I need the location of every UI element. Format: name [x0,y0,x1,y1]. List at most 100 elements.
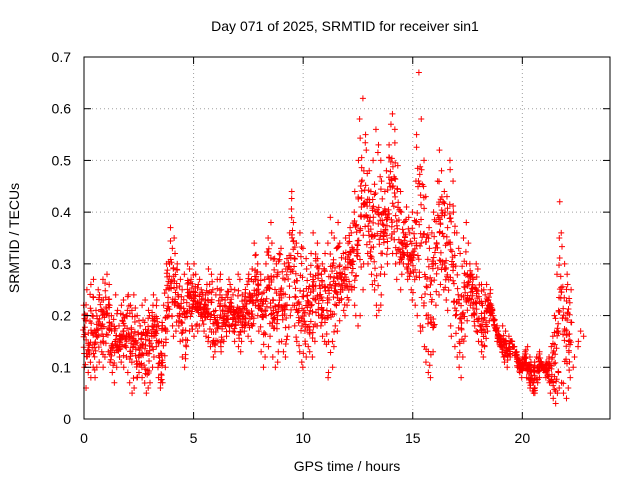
data-point [351,277,358,284]
data-point [391,175,398,182]
data-point [329,364,336,371]
data-point [335,219,342,226]
data-point [479,302,486,309]
data-point [164,328,171,335]
data-point [312,296,319,303]
data-point [349,258,356,265]
data-point [267,300,274,307]
data-point [464,307,471,314]
data-point [315,270,322,277]
data-point [206,325,213,332]
data-point [555,320,562,327]
data-point [549,354,556,361]
data-point [317,322,324,329]
data-point [381,271,388,278]
data-point [174,260,181,267]
data-point [443,240,450,247]
data-point [128,359,135,366]
data-point [116,353,123,360]
data-point [85,369,92,376]
data-point [205,334,212,341]
data-point [294,250,301,257]
data-point [203,306,210,313]
data-point [327,349,334,356]
data-point [202,302,209,309]
data-point [141,380,148,387]
data-point [314,262,321,269]
data-point [370,203,377,210]
data-point [357,227,364,234]
data-point [179,286,186,293]
data-point [285,259,292,266]
data-point [298,260,305,267]
data-point [343,274,350,281]
data-point [212,307,219,314]
data-point [425,235,432,242]
data-point [319,333,326,340]
data-point [445,287,452,294]
data-point [268,310,275,317]
data-point [120,297,127,304]
data-point [566,358,573,365]
data-point [344,264,351,271]
data-point [292,293,299,300]
data-point [510,343,517,350]
data-point [353,272,360,279]
data-point [117,339,124,346]
data-point [570,364,577,371]
data-point [338,254,345,261]
data-point [99,307,106,314]
chart-title: Day 071 of 2025, SRMTID for receiver sin… [211,18,479,34]
data-point [271,266,278,273]
data-point [311,338,318,345]
data-point [392,176,399,183]
data-point [283,336,290,343]
data-point [274,269,281,276]
data-point [249,311,256,318]
data-point [396,246,403,253]
data-point [501,359,508,366]
data-point [536,351,543,358]
data-point [423,283,430,290]
data-point [215,320,222,327]
data-point [106,302,113,309]
data-point [481,314,488,321]
data-point [87,359,94,366]
data-point [92,374,99,381]
data-point [218,286,225,293]
data-point [145,327,152,334]
data-point [415,177,422,184]
data-point [473,306,480,313]
data-point [276,256,283,263]
data-point [217,339,224,346]
data-point [102,280,109,287]
data-point [282,353,289,360]
data-point [363,212,370,219]
data-point [102,294,109,301]
data-point [217,312,224,319]
data-point [351,302,358,309]
data-point [87,307,94,314]
data-point [407,270,414,277]
data-point [246,315,253,322]
data-point [558,289,565,296]
x-axis-label: GPS time / hours [294,458,401,474]
data-point [464,282,471,289]
data-point [109,345,116,352]
data-point [281,306,288,313]
data-point [263,312,270,319]
data-point [341,271,348,278]
data-point [437,196,444,203]
data-point [383,251,390,258]
data-point [314,240,321,247]
data-point [347,224,354,231]
data-point [281,276,288,283]
data-point [308,301,315,308]
data-point [299,293,306,300]
data-point [158,376,165,383]
data-point [209,286,216,293]
data-point [318,271,325,278]
data-point [176,303,183,310]
data-point [135,369,142,376]
data-point [307,271,314,278]
